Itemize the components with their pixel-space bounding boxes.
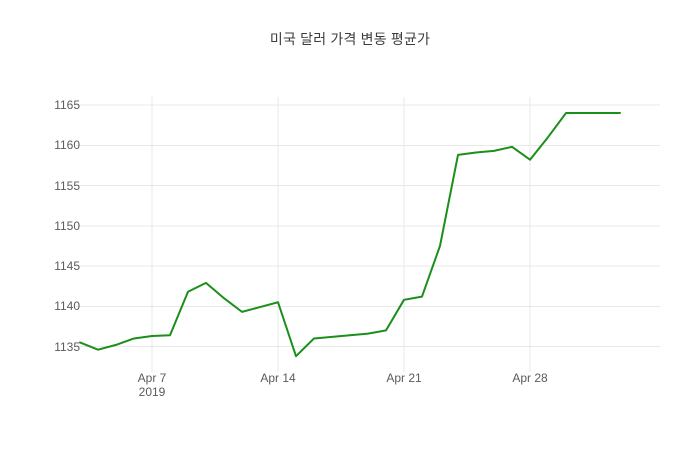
y-axis: 1135 1140 1145 1150 1155 1160 1165 <box>34 0 80 450</box>
y-axis-tick-label: 1150 <box>54 218 80 233</box>
series-layer <box>79 112 621 358</box>
y-axis-tick-label: 1140 <box>54 299 80 314</box>
y-axis-tick-label: 1165 <box>54 98 80 112</box>
x-axis-tick-label: Apr 28 <box>496 371 564 385</box>
vertical-gridlines <box>151 97 531 372</box>
y-axis-tick-label: 1135 <box>54 339 80 354</box>
x-axis-tick-label: Apr 21 <box>370 371 438 385</box>
x-axis-tick-label: Apr 7 2019 <box>118 371 186 400</box>
y-axis-tick-label: 1155 <box>54 178 80 193</box>
x-axis-tick-label: Apr 14 <box>244 371 312 385</box>
x-axis-tick-secondary: 2019 <box>138 385 166 399</box>
y-axis-tick-label: 1145 <box>54 259 80 273</box>
horizontal-gridlines <box>76 104 660 347</box>
data-line <box>79 112 621 358</box>
x-axis-tick-primary: Apr 21 <box>386 371 422 385</box>
x-axis-tick-primary: Apr 14 <box>260 371 296 385</box>
chart-title: 미국 달러 가격 변동 평균가 <box>269 31 431 47</box>
x-axis-tick-primary: Apr 28 <box>512 371 548 385</box>
y-axis-tick-label: 1160 <box>54 138 80 153</box>
x-axis-tick-primary: Apr 7 <box>137 371 167 385</box>
